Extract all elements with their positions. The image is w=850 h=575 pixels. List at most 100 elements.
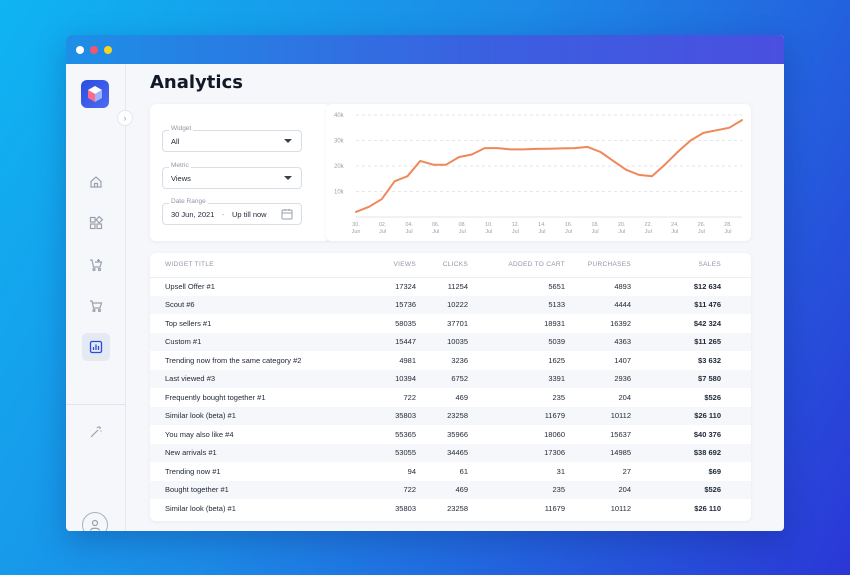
table-row[interactable]: Frequently bought together #1 722 469 235 20… [150,388,751,407]
cell-added-to-cart: 11679 [468,406,565,425]
analytics-icon [89,340,103,354]
x-tick-day: 04. [405,222,413,228]
x-tick-day: 14. [538,222,546,228]
col-header-added-to-cart[interactable]: ADDED TO CART [468,253,565,278]
x-tick-month: Jul [379,229,386,235]
metric-select[interactable]: Metric Views [162,162,302,189]
widget-select-label: Widget [169,125,194,132]
col-header-clicks[interactable]: CLICKS [416,253,468,278]
views-series-line [355,119,743,213]
x-tick-day: 26. [698,222,706,228]
cell-added-to-cart: 11679 [544,503,565,513]
cell-widget-title: You may also like #4 [165,429,234,439]
cell-widget-title: Upsell Offer #1 [165,282,215,291]
x-tick-month: Jul [512,229,519,235]
cell-added-to-cart: 5039 [468,332,565,351]
table-row[interactable]: New arrivals #1 53055 34465 17306 14985 $38 6… [150,443,751,462]
sidebar-item-analytics[interactable] [82,333,110,361]
x-tick-day: 10. [485,222,493,228]
cart-icon [90,300,103,313]
widgets-icon [89,216,103,230]
x-tick-month: Jul [459,229,466,235]
magic-wand-icon [90,426,102,438]
cell-widget-title: Frequently bought together #1 [165,392,266,402]
cell-added-to-cart: 18060 [544,429,565,439]
cell-views: 722 [340,480,416,499]
cell-added-to-cart: 1625 [548,355,565,365]
col-header-views[interactable]: VIEWS [340,253,416,278]
cell-widget-title: Similar look (beta) #1 [165,503,236,513]
table-row[interactable]: Top sellers #1 58035 37701 18931 16392 $42 32… [150,314,751,333]
cell-clicks: 10222 [416,295,468,314]
cell-views: 55365 [395,429,416,439]
widget-select[interactable]: Widget All [162,125,302,152]
table-row[interactable]: Similar look (beta) #1 35803 23258 11679 101… [150,406,751,425]
x-tick-month: Jul [565,229,572,235]
sidebar-item-widgets[interactable] [82,209,110,237]
cell-clicks: 34465 [416,443,468,462]
window-dot-1[interactable] [76,45,84,54]
x-tick-month: Jul [698,229,705,235]
cell-purchases: 16392 [610,318,631,328]
cell-widget-title: Custom #1 [150,332,340,351]
x-tick-day: 28. [724,222,732,228]
cell-purchases: 14985 [565,443,631,462]
date-range-end: Up till now [232,210,267,219]
x-tick-day: 24. [671,222,679,228]
table-row[interactable]: Bought together #1 722 469 235 204 $526 [150,480,751,499]
sidebar-item-cart-add[interactable] [82,251,110,279]
cell-views: 15736 [340,295,416,314]
cell-views: 722 [403,392,416,402]
table-row[interactable]: Custom #1 15447 10035 5039 4363 $11 265 [150,332,751,351]
window-dot-2[interactable] [90,45,98,54]
app-logo[interactable] [81,80,109,108]
cell-clicks: 35966 [447,429,468,439]
date-range-field[interactable]: Date Range 30 Jun, 2021 - Up till now [162,198,302,225]
cell-sales: $38 692 [631,443,751,462]
table-row[interactable]: Similar look (beta) #1 35803 23258 11679 101… [150,499,751,518]
cell-sales: $526 [704,392,721,402]
y-tick-label: 20k [334,164,345,170]
x-tick-month: Jul [406,229,413,235]
sidebar-item-cart[interactable] [82,292,110,320]
cell-purchases: 4444 [565,295,631,314]
title-bar [66,35,784,64]
y-tick-label: 30k [334,139,345,145]
sidebar-item-home[interactable] [82,168,110,196]
sidebar-item-magic[interactable] [82,418,110,446]
cell-widget-title: Scout #6 [150,295,340,314]
col-header-widget-title[interactable]: WIDGET TITLE [150,253,340,278]
user-avatar[interactable] [82,512,108,531]
table-row[interactable]: You may also like #4 55365 35966 18060 15637… [150,425,751,444]
cell-widget-title: Similar look (beta) #1 [150,406,340,425]
chevron-down-icon [284,139,292,143]
cell-sales: $40 376 [693,429,721,439]
x-tick-day: 16. [565,222,573,228]
cell-purchases: 10112 [565,406,631,425]
cell-widget-title: New arrivals #1 [150,443,340,462]
cell-clicks: 23258 [416,406,468,425]
table-row[interactable]: Last viewed #3 10394 6752 3391 2936 $7 580 [150,369,751,388]
col-header-purchases[interactable]: PURCHASES [565,253,631,278]
table-row[interactable]: Trending now from the same category #2 49… [150,351,751,370]
cell-widget-title: Trending now #1 [165,466,221,476]
cell-clicks: 469 [455,392,468,402]
table-row[interactable]: Scout #6 15736 10222 5133 4444 $11 476 [150,295,751,314]
window-dot-3[interactable] [104,45,112,54]
sidebar-toggle-button[interactable]: › [117,110,133,126]
x-tick-month: Jul [485,229,492,235]
table-row[interactable]: Trending now #1 94 61 31 27 $69 [150,462,751,481]
calendar-icon[interactable] [281,208,293,220]
date-range-separator: - [222,210,225,219]
cell-views: 17324 [395,282,416,291]
col-header-sales[interactable]: SALES [631,253,751,278]
cell-views: 35803 [395,503,416,513]
cell-clicks: 11254 [447,282,468,291]
x-tick-day: 20. [618,222,626,228]
cell-views: 94 [407,466,416,476]
cell-purchases: 4363 [565,332,631,351]
x-tick-month: Jul [432,229,439,235]
cell-sales: $7 580 [631,369,751,388]
table-row[interactable]: Upsell Offer #1 17324 11254 5651 4893 $12 634 [150,277,751,296]
cell-sales: $526 [631,480,751,499]
